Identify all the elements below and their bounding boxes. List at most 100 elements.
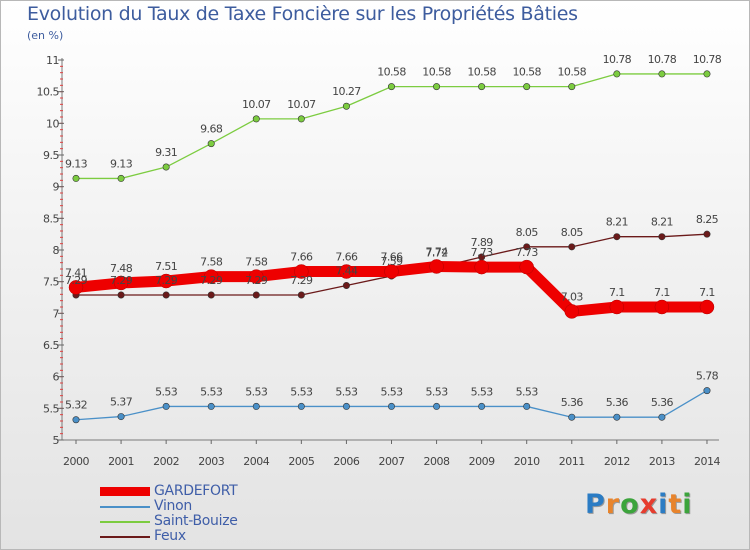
data-label: 7.48	[110, 262, 133, 275]
y-tick-label: 8	[53, 244, 60, 257]
data-label: 7.66	[335, 251, 358, 264]
data-label: 7.1	[654, 286, 670, 299]
data-point-saint-bouize	[252, 115, 260, 123]
x-tick-label: 2001	[108, 455, 134, 468]
data-label: 7.51	[155, 260, 177, 273]
data-point-vinon	[117, 413, 125, 421]
data-point-gardefort	[294, 264, 309, 279]
data-label: 7.29	[110, 274, 133, 287]
x-tick-label: 2000	[63, 455, 89, 468]
data-point-saint-bouize	[297, 115, 305, 123]
data-label: 10.07	[242, 98, 271, 111]
data-label: 7.1	[699, 286, 715, 299]
data-point-vinon	[207, 402, 215, 410]
x-tick-label: 2012	[604, 455, 630, 468]
data-label: 5.53	[471, 385, 494, 398]
data-label: 7.59	[380, 255, 403, 268]
chart-subtitle: (en %)	[27, 29, 64, 42]
y-tick-label: 6.5	[43, 339, 59, 352]
data-label: 8.05	[561, 226, 584, 239]
data-label: 10.07	[287, 98, 316, 111]
chart-title: Evolution du Taux de Taxe Foncière sur l…	[27, 3, 578, 25]
data-label: 5.53	[245, 385, 268, 398]
data-point-vinon	[478, 402, 486, 410]
data-point-gardefort	[474, 259, 489, 275]
y-tick-label: 8.5	[43, 212, 59, 225]
data-label: 8.21	[606, 216, 628, 229]
data-label: 8.21	[651, 216, 673, 229]
y-tick-label: 5	[53, 434, 60, 447]
data-point-vinon	[162, 402, 170, 410]
data-label: 10.58	[422, 66, 451, 79]
y-tick-label: 11	[46, 54, 59, 67]
data-label: 7.29	[245, 274, 268, 287]
data-label: 8.25	[696, 213, 719, 226]
y-tick-label: 6	[53, 371, 60, 384]
data-point-feux	[117, 291, 125, 299]
data-point-saint-bouize	[478, 83, 486, 91]
data-label: 9.13	[110, 157, 133, 170]
data-label: 7.29	[290, 274, 313, 287]
data-point-feux	[523, 243, 531, 251]
data-point-feux	[342, 281, 350, 289]
data-label: 10.58	[512, 66, 541, 79]
data-label: 10.58	[377, 66, 406, 79]
legend-swatch	[100, 521, 150, 523]
logo-letter: r	[605, 489, 621, 520]
legend-label: Saint-Bouize	[154, 513, 238, 529]
data-point-saint-bouize	[658, 70, 666, 78]
data-point-saint-bouize	[342, 102, 350, 110]
data-point-gardefort	[654, 299, 670, 315]
data-point-gardefort	[429, 259, 444, 274]
x-tick-label: 2014	[694, 455, 720, 468]
data-label: 9.13	[65, 157, 88, 170]
data-label: 9.31	[155, 146, 177, 159]
x-tick-label: 2003	[198, 455, 224, 468]
data-point-gardefort	[249, 269, 264, 284]
data-point-saint-bouize	[613, 70, 621, 78]
data-label: 7.66	[290, 251, 313, 264]
data-point-gardefort	[158, 273, 174, 289]
data-point-gardefort	[699, 299, 715, 315]
data-point-gardefort	[384, 264, 399, 279]
data-point-vinon	[72, 416, 80, 424]
data-point-vinon	[568, 413, 576, 421]
x-tick-label: 2004	[243, 455, 269, 468]
data-label: 7.58	[245, 256, 268, 269]
data-label: 7.72	[426, 247, 448, 260]
data-label: 5.53	[290, 385, 313, 398]
x-tick-label: 2002	[153, 455, 179, 468]
data-label: 5.37	[110, 396, 133, 409]
legend-swatch	[100, 536, 150, 538]
x-tick-label: 2011	[559, 455, 585, 468]
data-label: 5.36	[561, 396, 584, 409]
logo-letter: o	[620, 489, 640, 520]
data-point-gardefort	[564, 304, 580, 319]
data-point-feux	[252, 291, 260, 299]
data-label: 7.29	[200, 274, 223, 287]
logo-letter: i	[682, 489, 693, 520]
data-point-saint-bouize	[433, 83, 441, 91]
data-label: 7.58	[200, 256, 223, 269]
y-tick-label: 10.5	[37, 86, 60, 99]
y-tick-label: 7.5	[43, 276, 59, 289]
data-label: 5.53	[380, 385, 403, 398]
data-point-feux	[658, 233, 666, 241]
data-point-saint-bouize	[387, 83, 395, 91]
data-point-vinon	[297, 402, 305, 410]
data-label: 10.78	[603, 53, 632, 66]
data-point-feux	[297, 291, 305, 299]
data-label: 7.41	[65, 266, 87, 279]
data-point-gardefort	[68, 280, 84, 295]
data-label: 5.53	[426, 385, 449, 398]
data-point-vinon	[703, 387, 711, 395]
data-label: 5.36	[606, 396, 629, 409]
legend-label: GARDEFORT	[154, 483, 238, 499]
data-label: 5.53	[516, 385, 539, 398]
data-label: 7.73	[471, 246, 494, 259]
data-point-saint-bouize	[207, 140, 215, 148]
x-tick-label: 2009	[469, 455, 495, 468]
data-label: 5.78	[696, 370, 719, 383]
x-tick-label: 2008	[424, 455, 450, 468]
data-label: 7.1	[609, 286, 625, 299]
